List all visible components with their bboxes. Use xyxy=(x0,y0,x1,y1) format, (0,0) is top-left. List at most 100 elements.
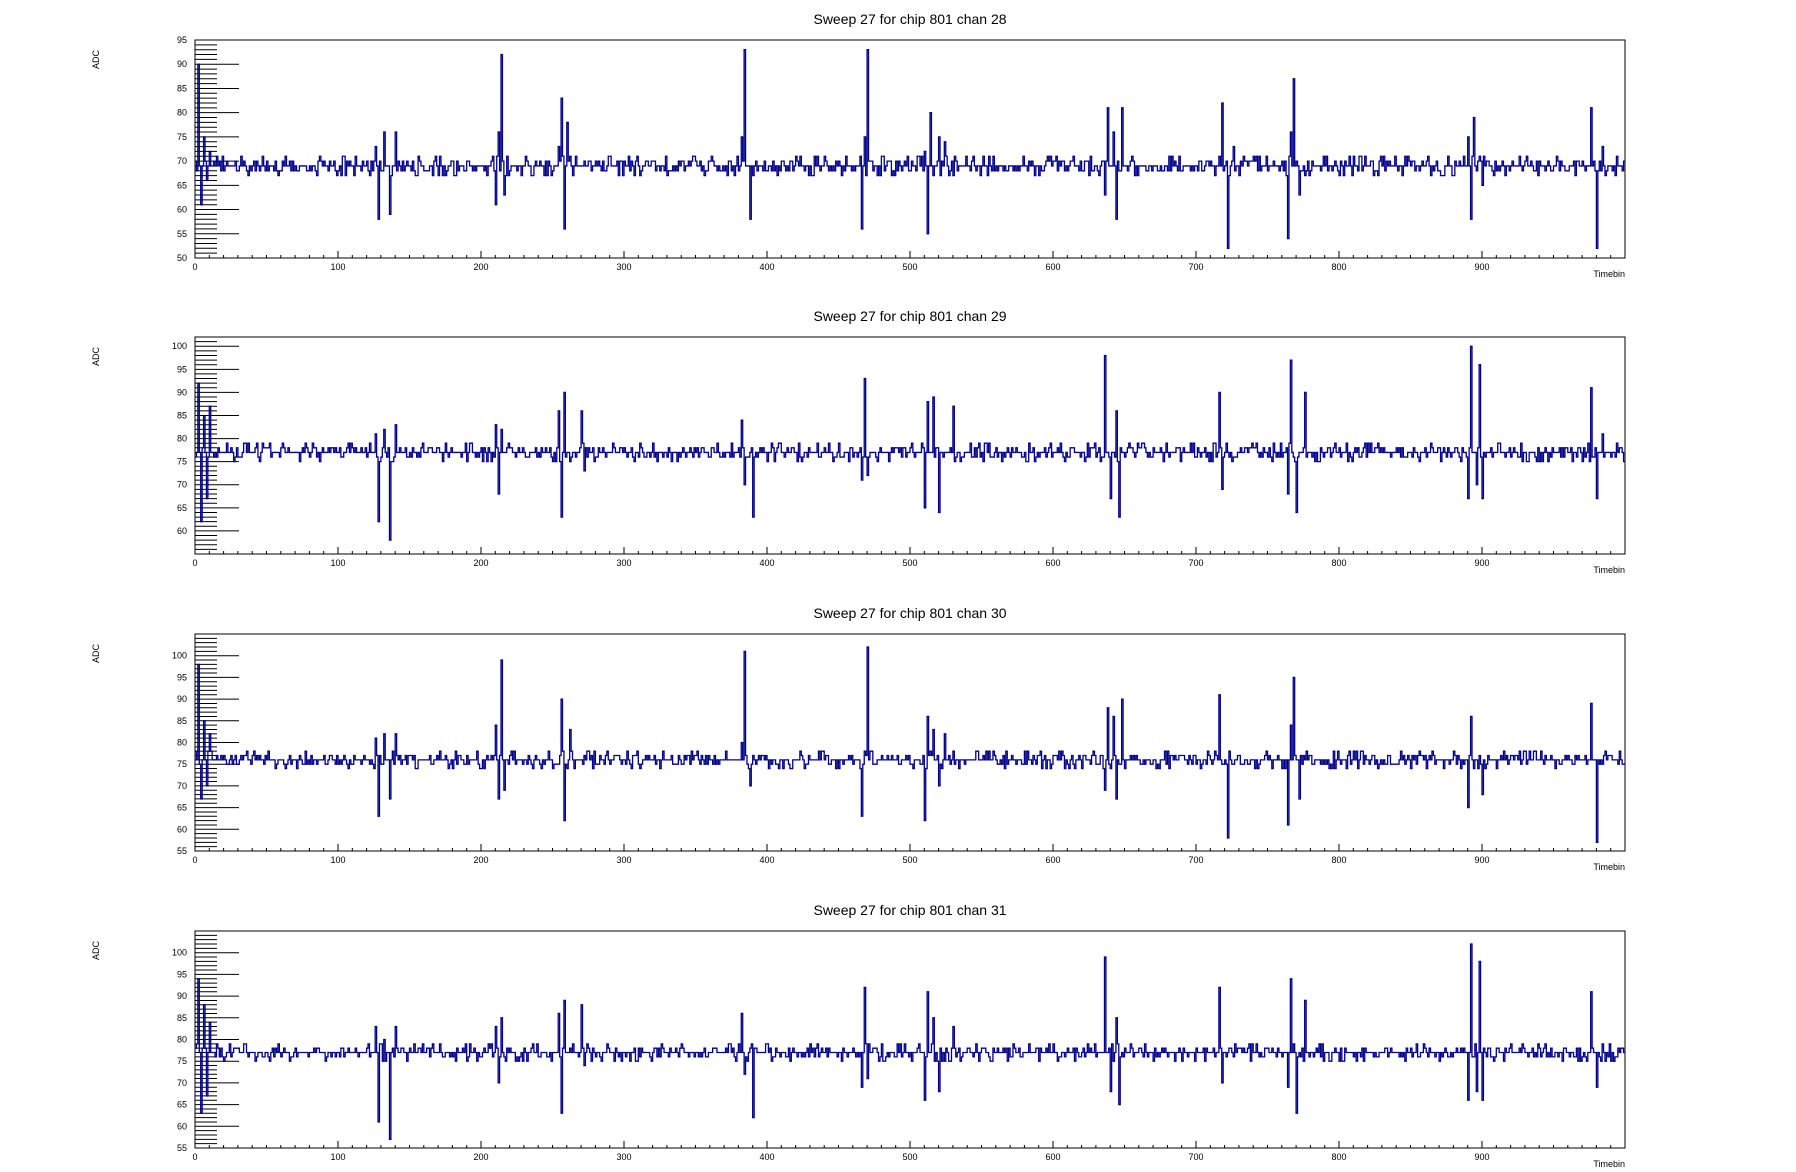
y-tick-label: 100 xyxy=(172,341,187,351)
y-axis-label: ADC xyxy=(91,50,101,70)
plot-frame xyxy=(194,336,1626,555)
y-tick-label: 85 xyxy=(177,716,187,726)
y-tick-label: 90 xyxy=(177,694,187,704)
y-tick-label: 60 xyxy=(177,1121,187,1131)
plot-frame xyxy=(194,39,1626,259)
y-tick-label: 100 xyxy=(172,651,187,661)
y-tick-label: 70 xyxy=(177,156,187,166)
x-tick-label: 300 xyxy=(616,558,631,568)
data-series-line xyxy=(195,646,1625,843)
plot-frame xyxy=(194,633,1626,852)
x-tick-label: 500 xyxy=(902,558,917,568)
y-tick-label: 95 xyxy=(177,672,187,682)
x-tick-label: 200 xyxy=(473,262,488,272)
x-tick-label: 400 xyxy=(759,1152,774,1162)
x-axis-label: Timebin xyxy=(1593,1159,1625,1169)
x-tick-label: 300 xyxy=(616,1152,631,1162)
chart-title: Sweep 27 for chip 801 chan 28 xyxy=(813,11,1006,27)
y-tick-label: 90 xyxy=(177,991,187,1001)
chart-title: Sweep 27 for chip 801 chan 31 xyxy=(813,902,1006,918)
y-tick-label: 55 xyxy=(177,229,187,239)
x-axis-label: Timebin xyxy=(1593,269,1625,279)
y-tick-label: 75 xyxy=(177,457,187,467)
x-tick-label: 900 xyxy=(1474,558,1489,568)
y-tick-label: 60 xyxy=(177,205,187,215)
x-tick-label: 0 xyxy=(192,855,197,865)
y-axis-label: ADC xyxy=(91,644,101,664)
y-tick-label: 60 xyxy=(177,526,187,536)
x-tick-label: 500 xyxy=(902,1152,917,1162)
y-tick-label: 95 xyxy=(177,35,187,45)
y-tick-label: 80 xyxy=(177,1035,187,1045)
y-tick-label: 90 xyxy=(177,59,187,69)
y-tick-label: 50 xyxy=(177,253,187,263)
x-tick-label: 0 xyxy=(192,262,197,272)
y-tick-label: 75 xyxy=(177,759,187,769)
y-tick-label: 70 xyxy=(177,480,187,490)
y-tick-label: 95 xyxy=(177,364,187,374)
x-tick-label: 600 xyxy=(1045,855,1060,865)
x-tick-label: 700 xyxy=(1188,855,1203,865)
y-tick-label: 100 xyxy=(172,948,187,958)
y-tick-label: 65 xyxy=(177,180,187,190)
x-tick-label: 400 xyxy=(759,855,774,865)
x-tick-label: 100 xyxy=(330,1152,345,1162)
x-tick-label: 700 xyxy=(1188,1152,1203,1162)
data-series-line xyxy=(195,943,1625,1140)
y-tick-label: 65 xyxy=(177,503,187,513)
x-tick-label: 0 xyxy=(192,1152,197,1162)
x-tick-label: 900 xyxy=(1474,262,1489,272)
y-axis-label: ADC xyxy=(91,347,101,367)
x-tick-label: 800 xyxy=(1331,1152,1346,1162)
x-tick-label: 200 xyxy=(473,855,488,865)
x-axis-label: Timebin xyxy=(1593,862,1625,872)
plot-frame xyxy=(194,930,1626,1149)
x-tick-label: 0 xyxy=(192,558,197,568)
x-tick-label: 600 xyxy=(1045,1152,1060,1162)
y-tick-label: 80 xyxy=(177,108,187,118)
x-tick-label: 800 xyxy=(1331,558,1346,568)
y-tick-label: 65 xyxy=(177,803,187,813)
y-tick-label: 75 xyxy=(177,132,187,142)
y-tick-label: 65 xyxy=(177,1100,187,1110)
x-tick-label: 100 xyxy=(330,262,345,272)
x-tick-label: 600 xyxy=(1045,262,1060,272)
y-tick-label: 80 xyxy=(177,434,187,444)
x-tick-label: 100 xyxy=(330,558,345,568)
y-axis-label: ADC xyxy=(91,941,101,961)
x-tick-label: 100 xyxy=(330,855,345,865)
y-tick-label: 85 xyxy=(177,1013,187,1023)
chart-panels: Sweep 27 for chip 801 chan 28 ADC Timebin 5… xyxy=(91,11,1626,1169)
data-series-line xyxy=(195,49,1625,249)
chart-title: Sweep 27 for chip 801 chan 29 xyxy=(813,308,1006,324)
x-tick-label: 700 xyxy=(1188,558,1203,568)
y-tick-label: 70 xyxy=(177,1078,187,1088)
chart-title: Sweep 27 for chip 801 chan 30 xyxy=(813,605,1006,621)
x-tick-label: 400 xyxy=(759,262,774,272)
x-tick-label: 200 xyxy=(473,1152,488,1162)
y-tick-label: 55 xyxy=(177,1143,187,1153)
y-tick-label: 85 xyxy=(177,410,187,420)
x-tick-label: 800 xyxy=(1331,855,1346,865)
x-tick-label: 200 xyxy=(473,558,488,568)
x-tick-label: 500 xyxy=(902,855,917,865)
x-tick-label: 500 xyxy=(902,262,917,272)
chart-panel: Sweep 27 for chip 801 chan 29 ADC Timebin 6… xyxy=(91,308,1626,575)
x-tick-label: 900 xyxy=(1474,1152,1489,1162)
x-tick-label: 700 xyxy=(1188,262,1203,272)
x-tick-label: 900 xyxy=(1474,855,1489,865)
x-tick-label: 300 xyxy=(616,262,631,272)
x-tick-label: 300 xyxy=(616,855,631,865)
chart-panel: Sweep 27 for chip 801 chan 28 ADC Timebin 5… xyxy=(91,11,1626,279)
x-tick-label: 400 xyxy=(759,558,774,568)
y-tick-label: 85 xyxy=(177,83,187,93)
y-tick-label: 80 xyxy=(177,738,187,748)
y-tick-label: 60 xyxy=(177,824,187,834)
y-tick-label: 55 xyxy=(177,846,187,856)
chart-panel: Sweep 27 for chip 801 chan 30 ADC Timebin 5… xyxy=(91,605,1626,872)
x-tick-label: 600 xyxy=(1045,558,1060,568)
x-tick-label: 800 xyxy=(1331,262,1346,272)
data-series-line xyxy=(195,345,1625,541)
y-tick-label: 70 xyxy=(177,781,187,791)
